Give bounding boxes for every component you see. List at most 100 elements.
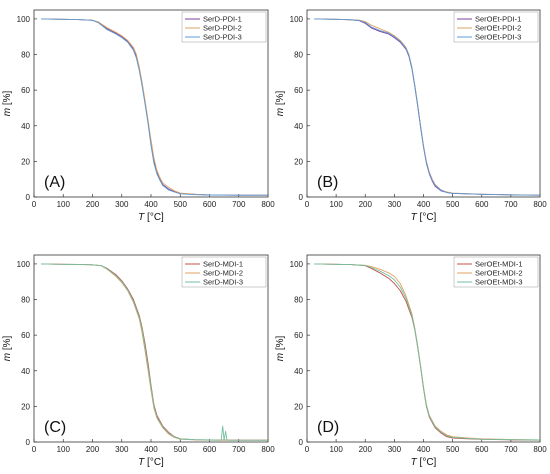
x-tick-label: 600 bbox=[203, 200, 217, 209]
legend-entry: SerOEt-PDI-1 bbox=[475, 15, 521, 24]
series-line-3 bbox=[314, 18, 541, 196]
y-tick-label: 40 bbox=[21, 122, 30, 131]
legend-entry: SerOEt-MDI-2 bbox=[475, 269, 523, 278]
y-tick-label: 0 bbox=[26, 438, 31, 447]
series-line-2 bbox=[314, 18, 541, 196]
x-tick-label: 500 bbox=[446, 200, 460, 209]
y-tick-label: 100 bbox=[17, 15, 31, 24]
x-tick-label: 0 bbox=[305, 445, 310, 454]
x-axis-label: T [°C] bbox=[411, 212, 437, 223]
x-tick-label: 0 bbox=[32, 445, 37, 454]
series-line-3 bbox=[314, 263, 541, 441]
y-tick-label: 0 bbox=[299, 438, 304, 447]
legend-entry: SerD-MDI-3 bbox=[203, 278, 243, 287]
chart-panel-1: 0 100 200 300 400 500 600 700 800 0 20 40 60 80 100 T [… bbox=[2, 9, 275, 223]
legend-entry: SerD-PDI-3 bbox=[203, 33, 242, 42]
x-tick-label: 800 bbox=[261, 200, 275, 209]
legend-entry: SerD-PDI-1 bbox=[203, 15, 242, 24]
x-tick-label: 600 bbox=[475, 200, 489, 209]
y-axis-label: m [%] bbox=[275, 335, 286, 361]
y-tick-label: 0 bbox=[26, 193, 31, 202]
x-tick-label: 500 bbox=[174, 445, 188, 454]
y-tick-label: 20 bbox=[21, 157, 30, 166]
x-tick-label: 800 bbox=[533, 200, 547, 209]
chart-panel-3: 0 100 200 300 400 500 600 700 800 0 20 40 60 80 100 T [… bbox=[2, 254, 275, 468]
series-line-3 bbox=[41, 18, 268, 196]
y-tick-label: 100 bbox=[290, 15, 304, 24]
x-tick-label: 500 bbox=[174, 200, 188, 209]
legend-entry: SerOEt-PDI-3 bbox=[475, 33, 521, 42]
x-tick-label: 0 bbox=[32, 200, 37, 209]
y-tick-label: 60 bbox=[294, 331, 303, 340]
x-tick-label: 300 bbox=[115, 200, 129, 209]
y-tick-label: 60 bbox=[21, 86, 30, 95]
x-tick-label: 600 bbox=[475, 445, 489, 454]
x-axis-label: T [°C] bbox=[138, 457, 164, 468]
x-axis-label: T [°C] bbox=[138, 212, 164, 223]
y-tick-label: 80 bbox=[294, 296, 303, 305]
x-tick-label: 700 bbox=[504, 200, 518, 209]
legend-entry: SerOEt-MDI-3 bbox=[475, 278, 523, 287]
y-tick-label: 80 bbox=[21, 296, 30, 305]
series-line-1 bbox=[314, 263, 541, 441]
panel-label: (A) bbox=[44, 174, 65, 191]
x-tick-label: 200 bbox=[86, 445, 100, 454]
x-tick-label: 400 bbox=[417, 200, 431, 209]
y-tick-label: 0 bbox=[299, 193, 304, 202]
series-line-3 bbox=[41, 263, 268, 441]
x-tick-label: 300 bbox=[115, 445, 129, 454]
panel-label: (D) bbox=[317, 419, 339, 436]
y-axis-label: m [%] bbox=[2, 335, 13, 361]
y-tick-label: 40 bbox=[294, 122, 303, 131]
x-tick-label: 400 bbox=[417, 445, 431, 454]
y-tick-label: 60 bbox=[294, 86, 303, 95]
y-tick-label: 40 bbox=[294, 367, 303, 376]
legend-entry: SerOEt-MDI-1 bbox=[475, 260, 523, 269]
y-tick-label: 20 bbox=[294, 157, 303, 166]
series-line-2 bbox=[41, 18, 268, 196]
x-tick-label: 200 bbox=[359, 445, 373, 454]
x-tick-label: 0 bbox=[305, 200, 310, 209]
series-line-1 bbox=[314, 18, 541, 196]
y-tick-label: 20 bbox=[294, 402, 303, 411]
legend-entry: SerOEt-PDI-2 bbox=[475, 24, 521, 33]
series-line-2 bbox=[41, 263, 268, 441]
x-tick-label: 800 bbox=[261, 445, 275, 454]
panel-label: (C) bbox=[44, 419, 66, 436]
x-tick-label: 700 bbox=[232, 200, 246, 209]
x-tick-label: 100 bbox=[57, 445, 71, 454]
x-tick-label: 700 bbox=[232, 445, 246, 454]
legend-entry: SerD-MDI-2 bbox=[203, 269, 243, 278]
x-tick-label: 600 bbox=[203, 445, 217, 454]
y-tick-label: 80 bbox=[294, 51, 303, 60]
y-axis-label: m [%] bbox=[275, 90, 286, 116]
x-axis-label: T [°C] bbox=[411, 457, 437, 468]
legend-entry: SerD-MDI-1 bbox=[203, 260, 243, 269]
x-tick-label: 400 bbox=[144, 200, 158, 209]
x-tick-label: 400 bbox=[144, 445, 158, 454]
x-tick-label: 100 bbox=[329, 445, 343, 454]
panel-label: (B) bbox=[317, 174, 338, 191]
y-axis-label: m [%] bbox=[2, 90, 13, 116]
x-tick-label: 800 bbox=[533, 445, 547, 454]
x-tick-label: 300 bbox=[388, 445, 402, 454]
x-tick-label: 300 bbox=[388, 200, 402, 209]
y-tick-label: 100 bbox=[17, 260, 31, 269]
x-tick-label: 200 bbox=[359, 200, 373, 209]
legend-entry: SerD-PDI-2 bbox=[203, 24, 242, 33]
series-line-1 bbox=[41, 263, 268, 441]
x-tick-label: 700 bbox=[504, 445, 518, 454]
x-tick-label: 100 bbox=[57, 200, 71, 209]
y-tick-label: 20 bbox=[21, 402, 30, 411]
y-tick-label: 60 bbox=[21, 331, 30, 340]
series-line-2 bbox=[314, 263, 541, 441]
chart-panel-4: 0 100 200 300 400 500 600 700 800 0 20 40 60 80 100 T [… bbox=[275, 254, 547, 468]
chart-panel-2: 0 100 200 300 400 500 600 700 800 0 20 40 60 80 100 T [… bbox=[275, 9, 547, 223]
x-tick-label: 200 bbox=[86, 200, 100, 209]
x-tick-label: 100 bbox=[329, 200, 343, 209]
